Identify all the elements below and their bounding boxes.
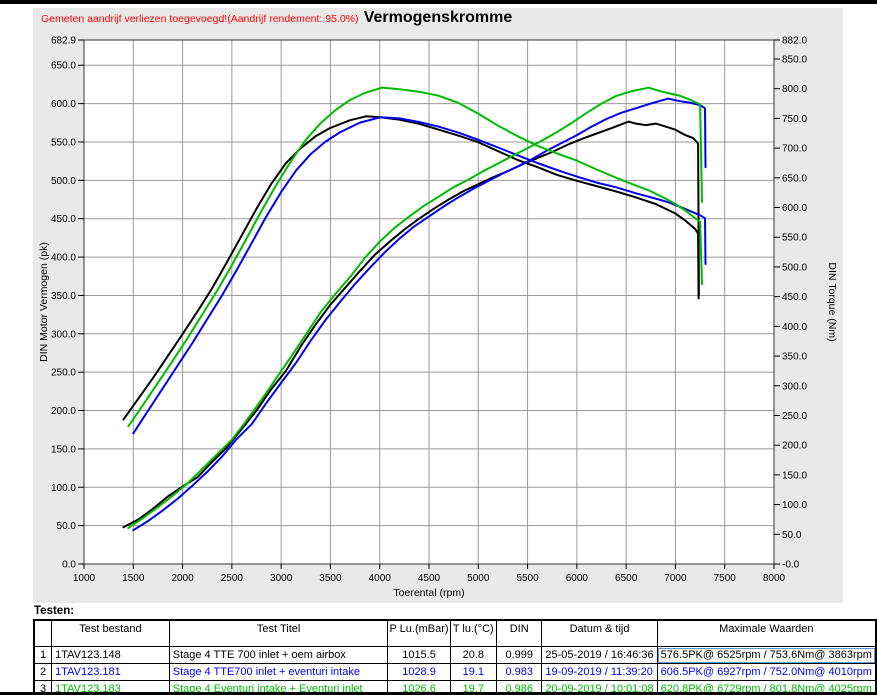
y-right-tick-label: 800.0 bbox=[782, 84, 807, 95]
test-data-cell[interactable]: 1028.9 bbox=[387, 663, 451, 681]
y-left-tick-label: 250.0 bbox=[51, 368, 76, 379]
y-right-tick-label: 500.0 bbox=[782, 262, 807, 273]
x-tick-label: 4500 bbox=[418, 573, 441, 584]
x-tick-label: 4000 bbox=[369, 573, 392, 584]
y-right-tick-label: 850.0 bbox=[782, 55, 807, 66]
y-right-tick-label: 550.0 bbox=[782, 233, 807, 244]
x-tick-label: 5000 bbox=[467, 573, 490, 584]
column-header: T lu.(°C) bbox=[449, 619, 498, 647]
test-data-cell[interactable]: 19.1 bbox=[449, 663, 498, 681]
test-data-cell[interactable]: 606.5PK@ 6927rpm / 752.0Nm@ 4010rpm bbox=[656, 663, 877, 681]
y-right-tick-label: 200.0 bbox=[782, 441, 807, 452]
row-number-cell[interactable]: 2 bbox=[33, 663, 53, 681]
y-right-tick-label: 250.0 bbox=[782, 411, 807, 422]
x-tick-label: 3000 bbox=[270, 573, 293, 584]
test-data-cell[interactable]: Stage 4 TTE700 inlet + eventuri intake bbox=[168, 663, 389, 681]
test-data-cell[interactable]: Stage 4 TTE 700 inlet + oem airbox bbox=[168, 646, 389, 664]
column-header bbox=[33, 619, 53, 647]
x-tick-label: 7000 bbox=[664, 573, 687, 584]
column-header: Maximale Waarden bbox=[656, 619, 877, 647]
y-left-tick-label: 50.0 bbox=[57, 521, 77, 532]
selected-cell[interactable]: 576.5PK@ 6525rpm / 753.6Nm@ 3863rpm bbox=[656, 646, 877, 664]
power-curve-run2 bbox=[132, 97, 707, 532]
test-data-cell[interactable]: 1TAV123.181 bbox=[51, 663, 170, 681]
power-torque-chart: 682.9 650.0 600.0 550.0 500.0 450.0 400.0 350.0… bbox=[38, 36, 838, 600]
y-right-tick-label: 750.0 bbox=[782, 114, 807, 125]
y-right-tick-label: 350.0 bbox=[782, 352, 807, 363]
tests-table: Test bestand Test Titel P Lu.(mBar) T lu.(°… bbox=[33, 619, 877, 695]
y-left-tick-label: 600.0 bbox=[51, 99, 76, 110]
test-row[interactable]: 2 1TAV123.181 Stage 4 TTE700 inlet + event… bbox=[33, 663, 877, 681]
drivetrain-loss-annotation: Gemeten aandrijf verliezen toegevoegd!(A… bbox=[41, 13, 359, 25]
y-left-axis-title: DIN Motor Vermogen (pk) bbox=[38, 242, 50, 362]
y-left-tick-label: 550.0 bbox=[51, 137, 76, 148]
y-right-tick-label: 100.0 bbox=[782, 500, 807, 511]
y-right-tick-label: 300.0 bbox=[782, 381, 807, 392]
x-tick-label: 3500 bbox=[319, 573, 342, 584]
y-left-tick-label: 0.0 bbox=[62, 560, 76, 571]
table-header-row: Test bestand Test Titel P Lu.(mBar) T lu.(°… bbox=[33, 619, 877, 647]
column-header: Test Titel bbox=[168, 619, 389, 647]
x-tick-label: 1500 bbox=[122, 573, 145, 584]
torque-curve-run3 bbox=[127, 86, 703, 428]
x-tick-label: 2000 bbox=[171, 573, 194, 584]
x-tick-label: 8000 bbox=[763, 573, 786, 584]
y-left-tick-label: 650.0 bbox=[51, 61, 76, 72]
x-tick-label: 1000 bbox=[73, 573, 96, 584]
test-data-cell[interactable]: 1TAV123.148 bbox=[51, 646, 170, 664]
y-right-tick-label: 700.0 bbox=[782, 144, 807, 155]
y-right-tick-label: -0.0 bbox=[782, 560, 800, 571]
chart-title: Vermogenskromme bbox=[363, 9, 513, 26]
row-number-cell[interactable]: 1 bbox=[33, 646, 53, 664]
y-right-tick-label: 882.0 bbox=[782, 36, 807, 47]
y-left-tick-label: 350.0 bbox=[51, 291, 76, 302]
y-right-tick-label: 600.0 bbox=[782, 203, 807, 214]
y-left-tick-label: 150.0 bbox=[51, 444, 76, 455]
x-tick-label: 2500 bbox=[221, 573, 244, 584]
test-data-cell[interactable]: 19-09-2019 / 11:39:20 bbox=[541, 663, 658, 681]
torque-curve-run1 bbox=[122, 115, 700, 421]
test-data-cell[interactable]: 1015.5 bbox=[387, 646, 451, 664]
y-right-tick-label: 150.0 bbox=[782, 470, 807, 481]
y-left-tick-label: 100.0 bbox=[51, 483, 76, 494]
x-tick-label: 6000 bbox=[566, 573, 589, 584]
power-curve-run3 bbox=[127, 86, 703, 529]
x-tick-label: 5500 bbox=[516, 573, 539, 584]
y-left-tick-label: 200.0 bbox=[51, 406, 76, 417]
x-axis-title: Toerental (rpm) bbox=[393, 587, 464, 599]
column-header: DIN bbox=[496, 619, 543, 647]
column-header: P Lu.(mBar) bbox=[387, 619, 451, 647]
y-left-tick-label: 682.9 bbox=[51, 36, 76, 47]
x-tick-label: 7500 bbox=[714, 573, 737, 584]
y-left-tick-label: 500.0 bbox=[51, 176, 76, 187]
test-data-cell[interactable]: 0.983 bbox=[496, 663, 543, 681]
column-header: Test bestand bbox=[51, 619, 170, 647]
test-data-cell[interactable]: 20.8 bbox=[449, 646, 498, 664]
y-right-tick-label: 400.0 bbox=[782, 322, 807, 333]
y-right-tick-label: 650.0 bbox=[782, 173, 807, 184]
test-data-cell[interactable]: 25-05-2019 / 16:46:36 bbox=[541, 646, 658, 664]
bottom-border-bar bbox=[0, 692, 877, 695]
x-tick-label: 6500 bbox=[615, 573, 638, 584]
y-left-tick-label: 400.0 bbox=[51, 253, 76, 264]
y-left-tick-label: 300.0 bbox=[51, 329, 76, 340]
test-row[interactable]: 1 1TAV123.148 Stage 4 TTE 700 inlet + oem … bbox=[33, 646, 877, 664]
y-right-tick-label: 50.0 bbox=[782, 530, 802, 541]
torque-curve-run2 bbox=[132, 116, 707, 435]
tests-section-label: Testen: bbox=[34, 605, 75, 617]
test-data-cell[interactable]: 0.986 bbox=[496, 680, 543, 695]
column-header: Datum & tijd bbox=[541, 619, 658, 647]
top-border-bar bbox=[0, 0, 877, 4]
y-left-tick-label: 450.0 bbox=[51, 214, 76, 225]
test-data-cell[interactable]: 0.999 bbox=[496, 646, 543, 664]
y-right-axis-title: DIN Torque (Nm) bbox=[826, 262, 838, 341]
y-right-tick-label: 450.0 bbox=[782, 292, 807, 303]
chart-panel: Gemeten aandrijf verliezen toegevoegd!(A… bbox=[33, 8, 843, 603]
power-curve-run1 bbox=[122, 120, 700, 529]
test-data-cell[interactable]: 19.7 bbox=[449, 680, 498, 695]
